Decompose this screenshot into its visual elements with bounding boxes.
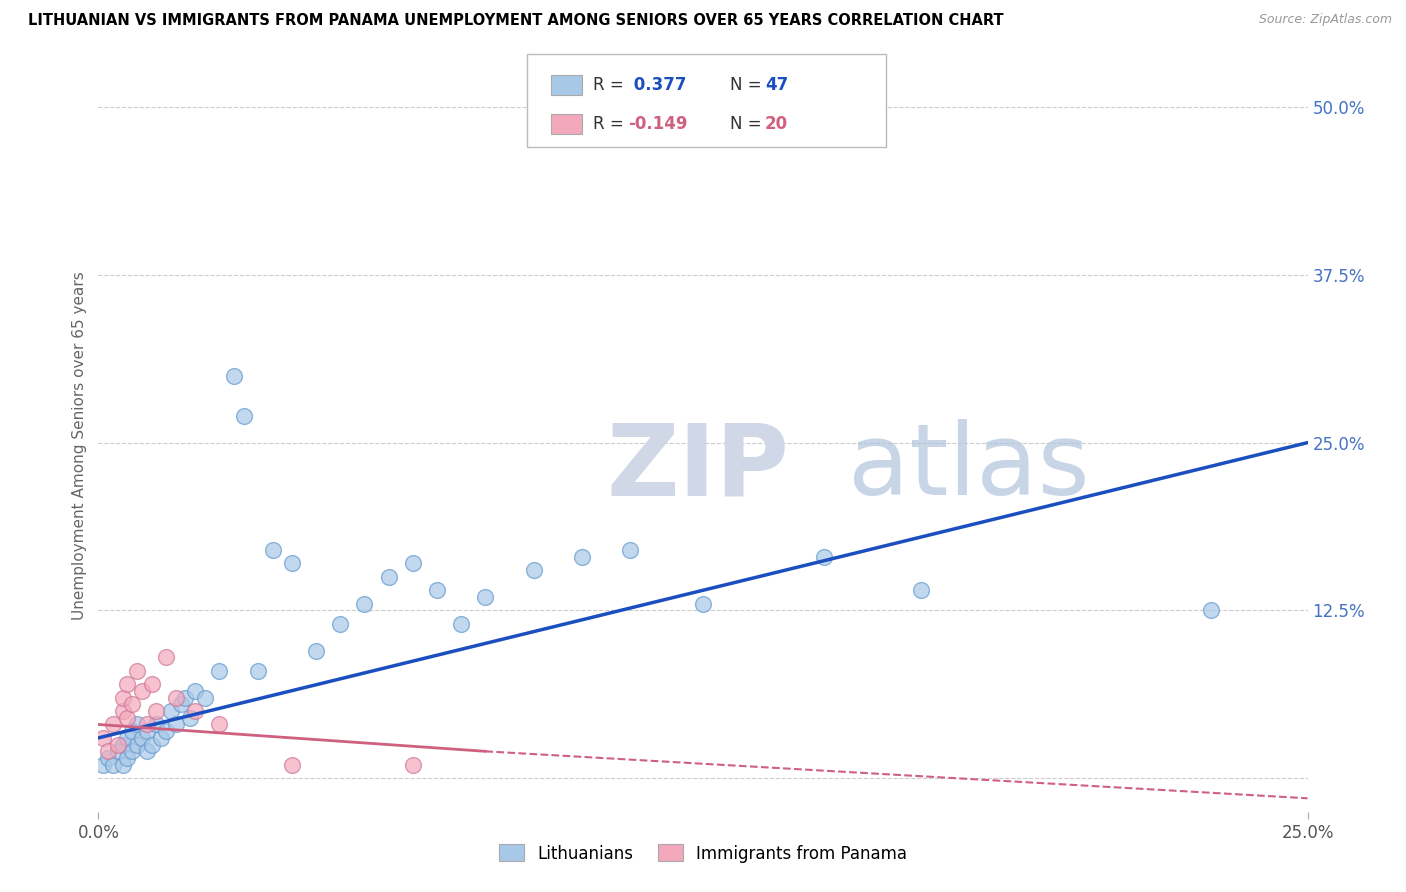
- Point: [117, 677, 139, 691]
- Point: [281, 557, 304, 571]
- Point: [474, 590, 496, 604]
- Point: [402, 557, 425, 571]
- Point: [97, 751, 120, 765]
- Point: [135, 744, 157, 758]
- Point: [111, 757, 134, 772]
- Point: [155, 724, 177, 739]
- Point: [117, 711, 139, 725]
- Point: [813, 549, 835, 564]
- Text: ZIP: ZIP: [606, 419, 789, 516]
- Point: [619, 543, 641, 558]
- Point: [184, 684, 207, 698]
- Point: [571, 549, 593, 564]
- Point: [101, 717, 124, 731]
- Text: atlas: atlas: [848, 419, 1090, 516]
- Point: [179, 711, 201, 725]
- Text: N =: N =: [730, 115, 766, 133]
- Text: 0.377: 0.377: [628, 76, 688, 94]
- Point: [127, 664, 149, 678]
- Point: [329, 616, 352, 631]
- Point: [194, 690, 217, 705]
- Point: [135, 717, 157, 731]
- Point: [131, 731, 153, 745]
- Point: [377, 570, 399, 584]
- Text: LITHUANIAN VS IMMIGRANTS FROM PANAMA UNEMPLOYMENT AMONG SENIORS OVER 65 YEARS CO: LITHUANIAN VS IMMIGRANTS FROM PANAMA UNE…: [28, 13, 1004, 29]
- Point: [184, 704, 207, 718]
- Point: [145, 704, 167, 718]
- Point: [127, 717, 149, 731]
- Point: [692, 597, 714, 611]
- Point: [141, 738, 163, 752]
- Point: [121, 698, 143, 712]
- Legend: Lithuanians, Immigrants from Panama: Lithuanians, Immigrants from Panama: [492, 838, 914, 869]
- Point: [910, 583, 932, 598]
- Point: [117, 731, 139, 745]
- Point: [135, 724, 157, 739]
- Point: [107, 744, 129, 758]
- Point: [450, 616, 472, 631]
- Point: [169, 698, 191, 712]
- Text: -0.149: -0.149: [628, 115, 688, 133]
- Point: [247, 664, 270, 678]
- Point: [353, 597, 375, 611]
- Point: [523, 563, 546, 577]
- Point: [131, 684, 153, 698]
- Point: [121, 724, 143, 739]
- Point: [91, 757, 114, 772]
- Point: [402, 757, 425, 772]
- Point: [281, 757, 304, 772]
- Point: [141, 677, 163, 691]
- Point: [208, 664, 231, 678]
- Point: [165, 717, 187, 731]
- Point: [208, 717, 231, 731]
- Point: [101, 757, 124, 772]
- Point: [232, 409, 254, 423]
- Point: [91, 731, 114, 745]
- Point: [107, 738, 129, 752]
- Point: [97, 744, 120, 758]
- Point: [174, 690, 197, 705]
- Point: [165, 690, 187, 705]
- Text: N =: N =: [730, 76, 766, 94]
- Point: [117, 751, 139, 765]
- Text: R =: R =: [593, 115, 630, 133]
- Text: 20: 20: [765, 115, 787, 133]
- Point: [160, 704, 183, 718]
- Point: [111, 704, 134, 718]
- Y-axis label: Unemployment Among Seniors over 65 years: Unemployment Among Seniors over 65 years: [72, 272, 87, 620]
- Point: [145, 717, 167, 731]
- Point: [127, 738, 149, 752]
- Point: [222, 368, 245, 383]
- Point: [426, 583, 449, 598]
- Text: Source: ZipAtlas.com: Source: ZipAtlas.com: [1258, 13, 1392, 27]
- Point: [1199, 603, 1222, 617]
- Point: [111, 690, 134, 705]
- Text: 47: 47: [765, 76, 789, 94]
- Point: [155, 650, 177, 665]
- Point: [111, 738, 134, 752]
- Point: [150, 731, 173, 745]
- Point: [262, 543, 284, 558]
- Point: [121, 744, 143, 758]
- Text: R =: R =: [593, 76, 630, 94]
- Point: [305, 643, 328, 657]
